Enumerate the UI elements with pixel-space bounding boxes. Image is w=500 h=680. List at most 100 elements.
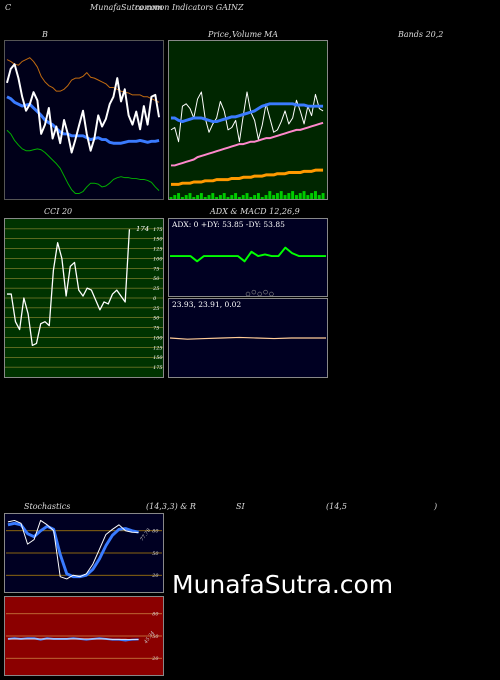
macd-chart xyxy=(168,298,328,378)
rsi-params: (14,5 xyxy=(326,502,347,511)
cci-tick-label: 50 xyxy=(153,276,159,282)
c-label: C xyxy=(5,3,12,12)
cci-tick-label: 100 xyxy=(153,335,162,341)
cci-tick-label: 175 xyxy=(153,227,162,233)
volume-bar xyxy=(264,195,268,199)
page-title: common Indicators GAINZ xyxy=(135,3,244,12)
cci-chart: 175 150 125 100 75 50 25 0 25 50 75 100 125 150 175 174 xyxy=(4,218,164,378)
volume-bar xyxy=(226,197,230,199)
price-volume-chart xyxy=(168,40,328,200)
volume-bar xyxy=(222,193,226,199)
cci-tick-label: 150 xyxy=(153,355,162,361)
bb-upper-band xyxy=(6,129,160,194)
volume-bar xyxy=(306,195,310,199)
volume-bar xyxy=(253,195,257,199)
stochastics-fast-line xyxy=(7,519,139,580)
stochastics-chart: 80 50 20 77.78 xyxy=(4,513,164,593)
volume-bar xyxy=(245,193,249,199)
ma-fast-line xyxy=(170,102,324,124)
volume-bar xyxy=(260,197,264,199)
volume-bar xyxy=(215,197,219,199)
volume-bar xyxy=(291,191,295,199)
volume-bar xyxy=(272,195,276,199)
adx-marker xyxy=(263,289,268,295)
cci-tick-label: 75 xyxy=(153,326,159,332)
volume-bar xyxy=(218,195,222,199)
adx-marker xyxy=(269,291,274,296)
rsi-tick-label: 50 xyxy=(152,634,158,640)
price-label: Price, xyxy=(208,30,232,39)
bb-lower-band xyxy=(6,57,160,103)
cci-tick-label: 50 xyxy=(153,316,159,322)
volume-bar xyxy=(177,193,181,199)
volume-label: Volume xyxy=(232,30,262,39)
cci-tick-label: 100 xyxy=(153,256,162,262)
stochastics-tick-label: 50 xyxy=(152,551,158,557)
macd-line xyxy=(169,336,326,340)
volume-bar xyxy=(283,195,287,199)
volume-bar xyxy=(196,195,200,199)
cci-tick-label: 175 xyxy=(153,365,162,371)
stochastics-params: (14,3,3) & R xyxy=(146,502,196,511)
volume-bar xyxy=(268,191,272,199)
cci-last-value: 174 xyxy=(136,225,149,233)
volume-bar xyxy=(188,193,192,199)
volume-bar xyxy=(317,195,321,199)
volume-bar xyxy=(237,197,241,199)
stochastics-tick-label: 20 xyxy=(151,573,158,579)
adx-chart xyxy=(168,218,328,297)
volume-bar xyxy=(313,191,317,199)
watermark: MunafaSutra.com xyxy=(172,570,394,599)
volume-bar xyxy=(234,193,238,199)
ma-label: MA xyxy=(264,30,278,39)
volume-bar xyxy=(192,197,196,199)
cci-line xyxy=(6,229,131,347)
volume-bar xyxy=(180,197,184,199)
bb-price-line xyxy=(6,63,161,154)
adx-marker xyxy=(245,291,251,296)
adx-marker xyxy=(251,289,257,295)
cci-tick-label: 125 xyxy=(153,247,162,253)
stochastics-label: Stochastics xyxy=(24,502,71,511)
adx-macd-label: ADX & MACD 12,26,9 xyxy=(210,207,300,216)
rsi-chart: 80 50 20 45.34 xyxy=(4,596,164,676)
volume-bar xyxy=(241,195,245,199)
volume-bar xyxy=(203,197,207,199)
volume-bar xyxy=(298,193,302,199)
adx-values: ADX: 0 +DY: 53.85 -DY: 53.85 xyxy=(172,220,285,229)
volume-bar xyxy=(302,191,306,199)
volume-bar xyxy=(211,193,215,199)
volume-bar xyxy=(294,195,298,199)
site-label: MunafaSutra.com xyxy=(90,3,163,12)
ma-slow-line xyxy=(170,121,324,167)
volume-bar xyxy=(184,195,188,199)
rsi-tick-label: 20 xyxy=(151,656,158,662)
volume-bar xyxy=(275,193,279,199)
volume-bar xyxy=(199,193,203,199)
volume-bar xyxy=(321,193,325,199)
cci-tick-label: 150 xyxy=(153,237,162,243)
bollinger-label: B xyxy=(42,30,48,39)
cci-tick-label: 25 xyxy=(152,286,159,292)
cci-tick-label: 75 xyxy=(153,266,159,272)
rsi-label: SI xyxy=(236,502,245,511)
bollinger-bands-label: Bands 20,2 xyxy=(398,30,444,39)
stochastics-last-label: 77.78 xyxy=(139,528,152,543)
rsi-close-paren: ) xyxy=(434,502,438,511)
adx-line xyxy=(170,246,326,263)
volume-bar xyxy=(230,195,234,199)
bollinger-chart xyxy=(4,40,164,200)
volume-bar xyxy=(256,193,260,199)
adx-marker xyxy=(257,291,262,296)
cci-tick-label: 25 xyxy=(152,306,159,312)
volume-bar xyxy=(169,197,173,199)
stochastics-slow-line xyxy=(7,521,139,579)
volume-bar xyxy=(287,193,291,199)
volume-ma-line xyxy=(170,168,324,186)
volume-bar xyxy=(310,193,314,199)
stochastics-tick-label: 80 xyxy=(152,529,158,535)
cci-label: CCI 20 xyxy=(44,207,73,216)
bb-middle-band xyxy=(6,95,160,145)
cci-tick-label: 125 xyxy=(153,345,162,351)
volume-bar xyxy=(173,195,177,199)
